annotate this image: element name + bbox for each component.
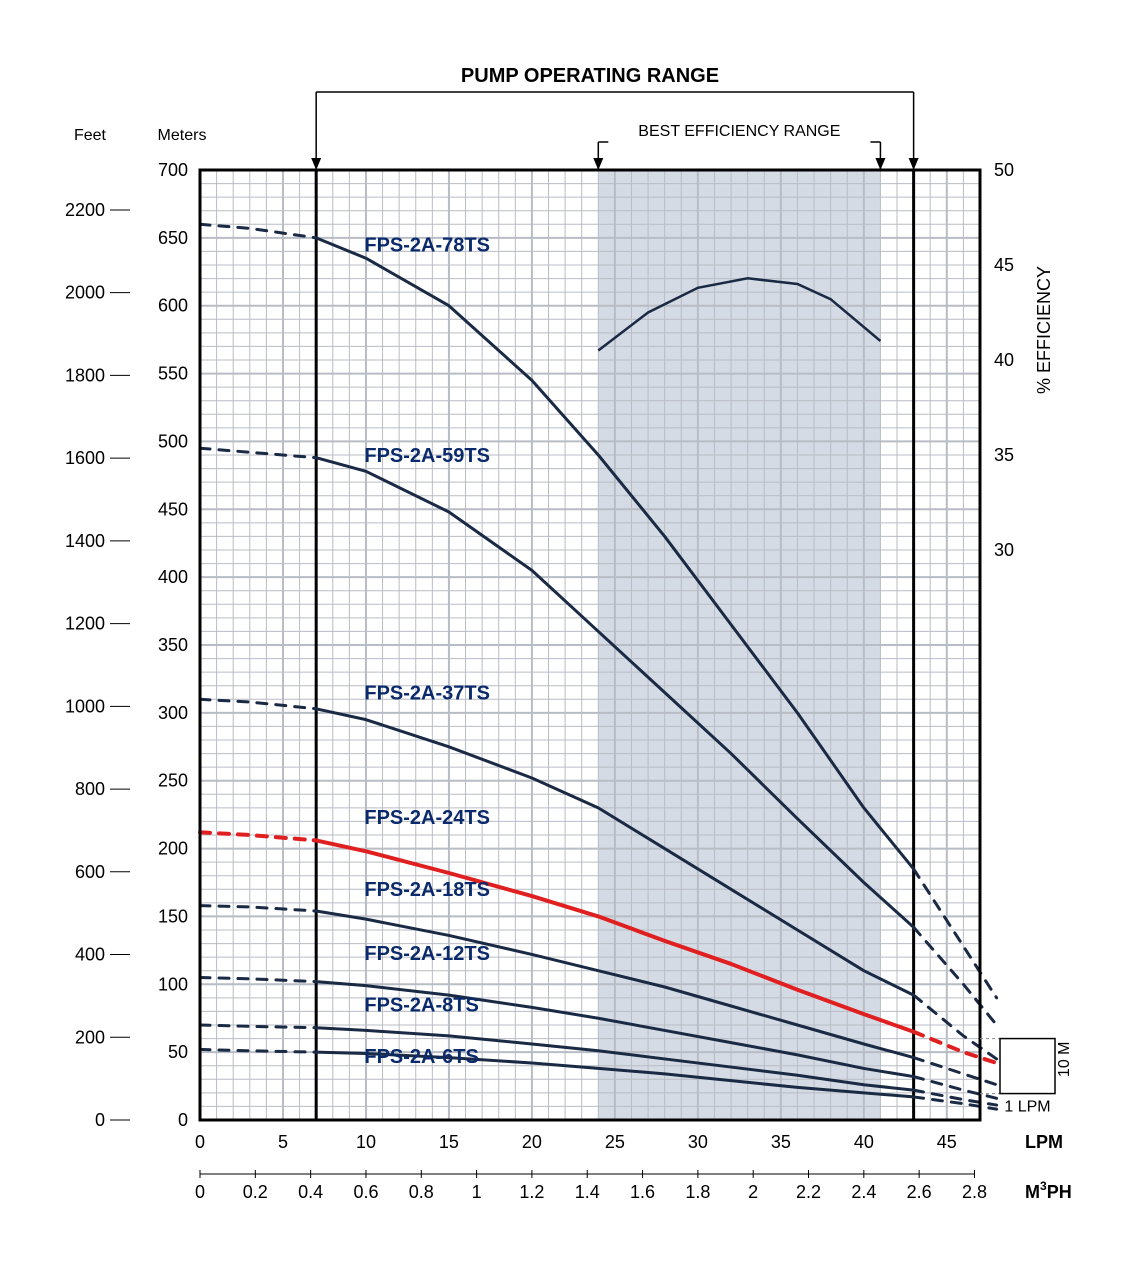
ytick-feet: 0 bbox=[95, 1110, 105, 1130]
ytick-meters: 100 bbox=[158, 974, 188, 994]
ytick-meters: 200 bbox=[158, 839, 188, 859]
xtick-m3ph: 2.8 bbox=[962, 1182, 987, 1202]
series-label: FPS-2A-6TS bbox=[364, 1046, 478, 1068]
xtick-m3ph: 2.6 bbox=[907, 1182, 932, 1202]
xtick-m3ph: 1.2 bbox=[519, 1182, 544, 1202]
ytick-feet: 2200 bbox=[65, 200, 105, 220]
ytick-meters: 350 bbox=[158, 635, 188, 655]
title-operating-range: PUMP OPERATING RANGE bbox=[461, 65, 719, 87]
xtick-lpm: 40 bbox=[854, 1132, 874, 1152]
ytick-feet: 1600 bbox=[65, 448, 105, 468]
ytick-meters: 50 bbox=[168, 1042, 188, 1062]
series-label: FPS-2A-18TS bbox=[364, 879, 490, 901]
xtick-m3ph: 1.6 bbox=[630, 1182, 655, 1202]
xtick-m3ph: 0.8 bbox=[409, 1182, 434, 1202]
ylabel-feet: Feet bbox=[74, 127, 107, 144]
ytick-meters: 400 bbox=[158, 567, 188, 587]
xtick-m3ph: 2.4 bbox=[851, 1182, 876, 1202]
ytick-meters: 550 bbox=[158, 364, 188, 384]
xtick-m3ph: 1.4 bbox=[575, 1182, 600, 1202]
series-label: FPS-2A-59TS bbox=[364, 445, 490, 467]
xtick-lpm: 0 bbox=[195, 1132, 205, 1152]
ytick-feet: 800 bbox=[75, 779, 105, 799]
xtick-lpm: 10 bbox=[356, 1132, 376, 1152]
ytick-eff: 50 bbox=[994, 160, 1014, 180]
series-label: FPS-2A-8TS bbox=[364, 994, 478, 1016]
xtick-m3ph: 0 bbox=[195, 1182, 205, 1202]
xtick-lpm: 5 bbox=[278, 1132, 288, 1152]
xtick-lpm: 35 bbox=[771, 1132, 791, 1152]
chart-svg: FPS-2A-78TS FPS-2A-59TS FPS-2A-37TS FPS-2A-… bbox=[20, 20, 1104, 1260]
xtick-m3ph: 1.8 bbox=[685, 1182, 710, 1202]
xtick-m3ph: 0.4 bbox=[298, 1182, 323, 1202]
ytick-feet: 1800 bbox=[65, 365, 105, 385]
series-label: FPS-2A-24TS bbox=[364, 807, 490, 829]
ylabel-meters: Meters bbox=[158, 127, 207, 144]
xtick-m3ph: 1 bbox=[472, 1182, 482, 1202]
ytick-eff: 30 bbox=[994, 540, 1014, 560]
ytick-eff: 40 bbox=[994, 350, 1014, 370]
ytick-feet: 2000 bbox=[65, 283, 105, 303]
inset-label-h: 1 LPM bbox=[1004, 1099, 1050, 1116]
xtick-m3ph: 2.2 bbox=[796, 1182, 821, 1202]
ytick-eff: 35 bbox=[994, 445, 1014, 465]
xlabel-m3ph: M3PH bbox=[1025, 1179, 1072, 1202]
xtick-lpm: 15 bbox=[439, 1132, 459, 1152]
ytick-feet: 400 bbox=[75, 945, 105, 965]
series-label: FPS-2A-37TS bbox=[364, 682, 490, 704]
ytick-feet: 600 bbox=[75, 862, 105, 882]
ylabel-efficiency: % EFFICIENCY bbox=[1034, 266, 1054, 394]
ytick-meters: 450 bbox=[158, 499, 188, 519]
inset-label-v: 10 M bbox=[1056, 1041, 1073, 1077]
title-best-efficiency: BEST EFFICIENCY RANGE bbox=[638, 123, 840, 140]
series-label: FPS-2A-12TS bbox=[364, 943, 490, 965]
xlabel-lpm: LPM bbox=[1025, 1132, 1063, 1152]
ytick-feet: 1000 bbox=[65, 696, 105, 716]
ytick-meters: 150 bbox=[158, 906, 188, 926]
xtick-lpm: 45 bbox=[937, 1132, 957, 1152]
ytick-meters: 0 bbox=[178, 1110, 188, 1130]
xtick-m3ph: 0.2 bbox=[243, 1182, 268, 1202]
ytick-eff: 45 bbox=[994, 255, 1014, 275]
xtick-m3ph: 2 bbox=[748, 1182, 758, 1202]
pump-chart: FPS-2A-78TS FPS-2A-59TS FPS-2A-37TS FPS-2A-… bbox=[20, 20, 1104, 1260]
xtick-lpm: 20 bbox=[522, 1132, 542, 1152]
ytick-meters: 600 bbox=[158, 296, 188, 316]
ytick-feet: 200 bbox=[75, 1027, 105, 1047]
xtick-lpm: 30 bbox=[688, 1132, 708, 1152]
ytick-meters: 700 bbox=[158, 160, 188, 180]
ytick-meters: 650 bbox=[158, 228, 188, 248]
ytick-meters: 250 bbox=[158, 771, 188, 791]
ytick-feet: 1400 bbox=[65, 531, 105, 551]
ytick-meters: 300 bbox=[158, 703, 188, 723]
xtick-m3ph: 0.6 bbox=[353, 1182, 378, 1202]
ytick-meters: 500 bbox=[158, 431, 188, 451]
xtick-lpm: 25 bbox=[605, 1132, 625, 1152]
series-label: FPS-2A-78TS bbox=[364, 234, 490, 256]
ytick-feet: 1200 bbox=[65, 614, 105, 634]
